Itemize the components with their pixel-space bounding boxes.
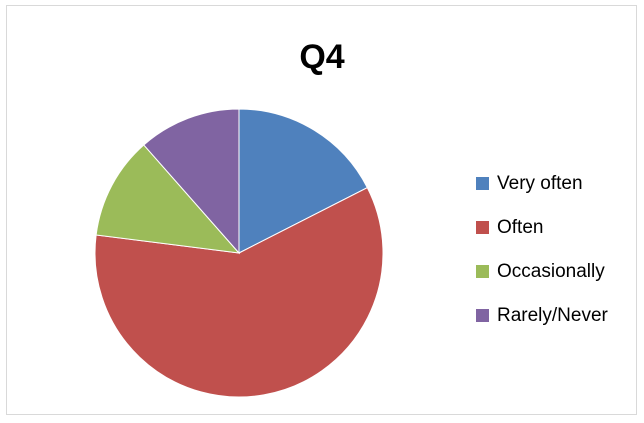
legend-label-often: Often xyxy=(497,217,544,238)
legend-item-rarely-never: Rarely/Never xyxy=(476,305,608,326)
legend-swatch-occasionally xyxy=(476,265,489,278)
legend-label-very-often: Very often xyxy=(497,173,583,194)
legend-swatch-rarely-never xyxy=(476,309,489,322)
legend-swatch-often xyxy=(476,221,489,234)
legend-item-occasionally: Occasionally xyxy=(476,261,608,282)
pie-slice-rarely-never xyxy=(143,108,240,255)
pie-slice-very-often xyxy=(238,108,368,254)
pie-slice-occasionally xyxy=(95,144,241,254)
legend-label-rarely-never: Rarely/Never xyxy=(497,305,608,326)
chart-legend: Very often Often Occasionally Rarely/Nev… xyxy=(476,173,608,352)
legend-swatch-very-often xyxy=(476,177,489,190)
pie-slice-often xyxy=(94,186,384,398)
legend-item-often: Often xyxy=(476,217,608,238)
legend-item-very-often: Very often xyxy=(476,173,608,194)
legend-label-occasionally: Occasionally xyxy=(497,261,605,282)
chart-title: Q4 xyxy=(299,38,345,76)
